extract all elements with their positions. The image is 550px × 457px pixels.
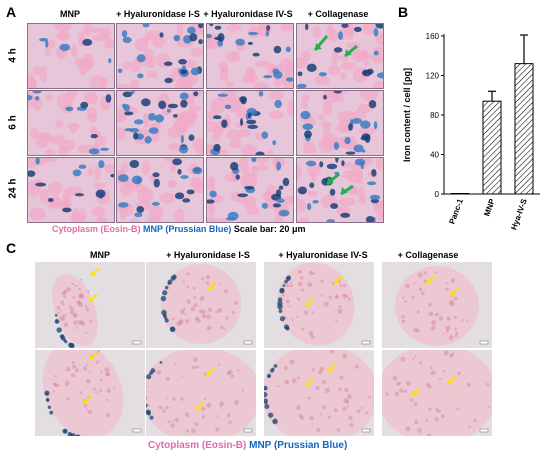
y-axis-label: Iron content / cell [pg]: [402, 68, 412, 162]
panel-a-caption: Cytoplasm (Eosin-B) MNP (Prussian Blue) …: [52, 224, 305, 234]
panel-c-label: C: [6, 240, 17, 256]
micrograph-r2-c2: [206, 157, 294, 223]
panel-c-caption-cytoplasm: Cytoplasm (Eosin-B): [148, 440, 247, 451]
iron-content-bar-chart: Iron content / cell [pg] 0 40 80 120 160 Panc-…: [402, 32, 540, 231]
tissue-section-r0-c1: [146, 262, 256, 348]
x-tick-label-1: MNP: [482, 197, 497, 217]
panel-a-col-collagenase: + Collagenase: [307, 9, 369, 19]
micrograph-r1-c0: [27, 90, 115, 156]
tissue-section-r1-c0: [35, 350, 145, 436]
micrograph-r2-c1: [116, 157, 204, 223]
x-tick-label-2: Hya-IV-S: [509, 197, 529, 231]
micrograph-r0-c1: [116, 23, 204, 89]
tissue-section-r1-c3: [382, 350, 492, 436]
tissue-section-r0-c0: [35, 262, 145, 348]
panel-a-caption-cytoplasm: Cytoplasm (Eosin-B): [52, 224, 141, 234]
panel-a-col-hyal-is: + Hyaluronidase I-S: [116, 9, 200, 19]
panel-c-col-collagenase: + Collagenase: [397, 250, 459, 260]
micrograph-r0-c2: [206, 23, 294, 89]
y-tick-label-160: 160: [426, 32, 440, 41]
panel-c-col-mnp: MNP: [90, 250, 110, 260]
panel-c-col-hyal-ivs: + Hyaluronidase IV-S: [278, 250, 368, 260]
panel-a-row-24h: 24 h: [7, 178, 19, 199]
micrograph-r1-c1: [116, 90, 204, 156]
x-tick-label-0: Panc-1: [447, 197, 465, 225]
y-tick-label-0: 0: [435, 190, 440, 199]
micrograph-r2-c3: [296, 157, 384, 223]
tissue-section-r1-c1: [146, 350, 256, 436]
panel-a-col-hyal-ivs: + Hyaluronidase IV-S: [203, 9, 293, 19]
tissue-section-r0-c3: [382, 262, 492, 348]
tissue-section-r0-c2: [264, 262, 374, 348]
panel-c-col-hyal-is: + Hyaluronidase I-S: [166, 250, 250, 260]
panel-a-row-4h: 4 h: [7, 48, 19, 63]
micrograph-r1-c3: [296, 90, 384, 156]
panel-a-label: A: [6, 4, 17, 20]
panel-a-row-6h: 6 h: [7, 115, 19, 130]
micrograph-r0-c0: [27, 23, 115, 89]
panel-a-col-mnp: MNP: [60, 9, 80, 19]
micrograph-r2-c0: [27, 157, 115, 223]
micrograph-r1-c2: [206, 90, 294, 156]
panel-c-caption-mnp: MNP (Prussian Blue): [249, 440, 348, 451]
bar-mnp: [482, 100, 502, 195]
panel-c-caption: Cytoplasm (Eosin-B) MNP (Prussian Blue): [148, 440, 347, 451]
y-tick-label-80: 80: [430, 111, 439, 120]
panel-a-caption-mnp: MNP (Prussian Blue): [143, 224, 232, 234]
panel-a-caption-scale: Scale bar: 20 μm: [233, 224, 306, 234]
y-tick-label-40: 40: [430, 151, 439, 160]
bar-hya-iv-s: [514, 63, 534, 195]
y-tick-label-120: 120: [426, 72, 440, 81]
tissue-section-r1-c2: [264, 350, 374, 436]
micrograph-r0-c3: [296, 23, 384, 89]
panel-b-label: B: [398, 4, 409, 20]
